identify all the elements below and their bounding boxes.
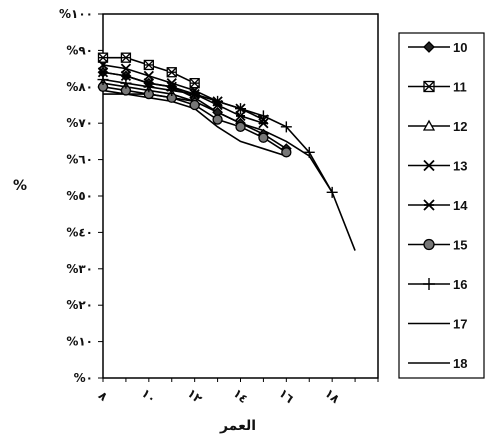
legend-item-14: 14 [408, 198, 468, 213]
y-tick-label: %٨٠ [66, 80, 93, 94]
data-point-series-16 [326, 186, 338, 198]
data-point-series-14 [97, 67, 109, 78]
y-tick-label: %٦٠ [66, 153, 93, 167]
legend-label: 15 [453, 238, 467, 253]
y-tick-label: %٤٠ [66, 225, 93, 239]
data-point-series-16 [280, 121, 292, 133]
data-point-series-15 [281, 147, 292, 158]
legend-item-13: 13 [408, 159, 467, 174]
y-tick-label: %٢٠ [66, 298, 93, 312]
x-tick-label: ١٦ [276, 386, 296, 406]
data-point-series-15 [258, 132, 269, 143]
data-point-series-13 [120, 63, 132, 74]
data-point-series-16 [189, 88, 201, 100]
data-point-series-11 [120, 52, 132, 63]
legend-label: 18 [453, 356, 467, 371]
legend-item-17: 17 [408, 317, 467, 332]
data-point-series-13 [143, 70, 154, 82]
x-tick-label: ١٨ [322, 386, 343, 407]
data-point-series-11 [166, 67, 177, 78]
legend-marker [423, 238, 435, 251]
y-tick-label: %٠ [74, 371, 93, 385]
x-axis-title: العمر [219, 418, 256, 434]
legend-item-16: 16 [408, 277, 467, 292]
legend-label: 16 [453, 277, 467, 292]
data-point-series-16 [212, 95, 224, 107]
data-point-series-15 [235, 121, 246, 132]
legend-marker [423, 159, 435, 172]
data-point-series-16 [235, 103, 246, 115]
legend-label: 13 [453, 159, 467, 174]
y-tick-label: %١٠٠ [59, 7, 93, 21]
data-point-series-16 [303, 146, 315, 158]
data-point-series-14 [258, 118, 269, 129]
data-point-series-16 [143, 81, 155, 93]
legend-label: 12 [453, 119, 467, 134]
legend: 10 11 12 13 14 15 16 17 18 [408, 40, 468, 371]
legend-item-11: 11 [408, 80, 467, 95]
data-point-series-16 [257, 110, 269, 122]
x-tick-label: ١٤ [230, 386, 250, 406]
data-point-series-15 [212, 114, 223, 125]
legend-item-12: 12 [408, 119, 467, 134]
y-tick-label: %٩٠ [66, 43, 93, 57]
data-point-series-16 [97, 74, 109, 86]
data-point-series-13 [97, 59, 109, 71]
legend-marker [423, 80, 435, 93]
y-axis-title: % [13, 178, 27, 194]
data-point-series-11 [97, 52, 109, 63]
data-point-series-16 [120, 77, 132, 89]
y-tick-label: %٥٠ [66, 189, 93, 203]
legend-item-18: 18 [408, 356, 467, 371]
legend-marker [423, 41, 435, 53]
legend-marker [423, 199, 435, 211]
data-point-series-15 [189, 99, 200, 111]
x-axis-ticks: ٨ ١٠ ١٢ ١٤ ١٦ ١٨ [96, 378, 379, 407]
legend-label: 11 [453, 80, 467, 95]
legend-label: 17 [453, 317, 467, 332]
x-tick-label: ١٠ [139, 386, 159, 406]
x-tick-label: ١٢ [185, 386, 206, 407]
legend-marker [423, 278, 435, 290]
x-tick-label: ٨ [96, 388, 111, 404]
legend-label: 14 [453, 198, 468, 213]
legend-item-15: 15 [408, 238, 467, 253]
series-markers [97, 52, 338, 198]
y-tick-label: %٧٠ [66, 116, 93, 130]
legend-label: 10 [453, 40, 467, 55]
legend-item-10: 10 [408, 40, 467, 55]
y-axis-ticks: %٠ %١٠ %٢٠ %٣٠ %٤٠ %٥٠ %٦٠ %٧٠ %٨٠ %٩٠ %١٠٠ [59, 7, 103, 385]
data-point-series-11 [143, 59, 154, 71]
data-point-series-14 [120, 70, 132, 82]
data-point-series-16 [166, 84, 178, 96]
y-tick-label: %١٠ [66, 335, 93, 349]
legend-marker [422, 119, 436, 131]
data-point-series-11 [189, 78, 200, 89]
data-point-series-14 [235, 110, 246, 122]
y-tick-label: %٣٠ [66, 262, 93, 276]
